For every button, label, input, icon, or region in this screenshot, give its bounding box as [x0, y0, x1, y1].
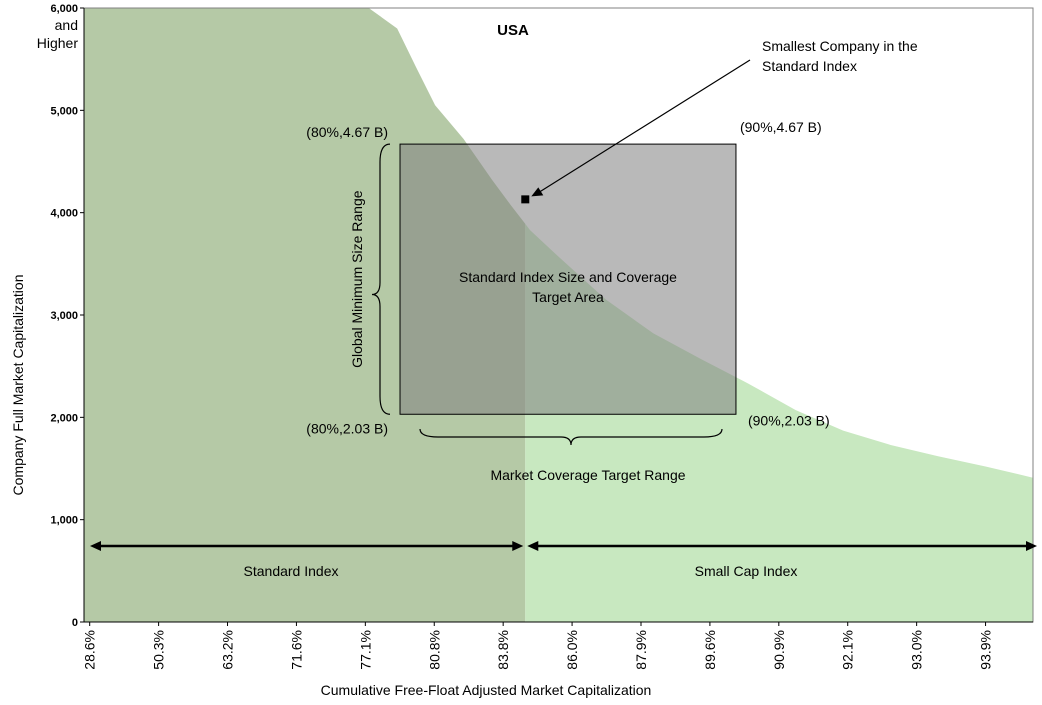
y-tick-label: 3,000: [50, 310, 78, 322]
chart-title: USA: [497, 22, 529, 39]
corner-label-top-right: (90%,4.67 B): [740, 119, 822, 135]
x-tick-label: 90.9%: [771, 630, 787, 670]
x-tick-label: 63.2%: [220, 630, 236, 670]
size-range-brace: [371, 143, 391, 415]
x-axis-title: Cumulative Free-Float Adjusted Market Ca…: [321, 682, 652, 698]
size-range-label: Global Minimum Size Range: [349, 190, 365, 368]
y-tick-label: 4,000: [50, 208, 78, 220]
target-area-label-line-1: Standard Index Size and Coverage: [459, 269, 677, 285]
corner-label-bottom-right: (90%,2.03 B): [748, 412, 830, 428]
y-top-label: Higher: [37, 35, 79, 51]
smallest-company-arrow: [536, 59, 751, 194]
smallest-company-arrowhead: [531, 187, 544, 197]
axes: [80, 7, 1034, 626]
x-tick-label: 83.8%: [495, 630, 511, 670]
y-axis-title: Company Full Market Capitalization: [10, 275, 26, 496]
chart-plot: [84, 8, 1033, 622]
small-cap-index-range-label: Small Cap Index: [695, 563, 798, 579]
y-tick-label: 1,000: [50, 515, 78, 527]
corner-label-bottom-left: (80%,2.03 B): [306, 420, 388, 436]
y-tick-label: 2,000: [50, 412, 78, 424]
x-tick-label: 28.6%: [82, 630, 98, 670]
x-tick-label: 71.6%: [288, 630, 304, 670]
standard-index-range-arrow-head-left: [90, 541, 101, 551]
y-top-label: 6,000: [50, 3, 78, 15]
small-cap-index-range-arrow-head-right: [1026, 541, 1037, 551]
corner-label-top-left: (80%,4.67 B): [306, 124, 388, 140]
x-tick-label: 93.0%: [909, 630, 925, 670]
x-axis-tick-labels: 28.6% 50.3% 63.2% 71.6% 77.1% 80.8% 83.8% 86.0%…: [82, 630, 994, 670]
small-cap-index-range-arrow-head-left: [527, 541, 539, 551]
x-tick-label: 80.8%: [426, 630, 442, 670]
small-cap-index-area: [525, 223, 1033, 622]
annotations: Standard Index Size and Coverage Target A…: [90, 38, 1037, 579]
coverage-range-brace: [419, 428, 723, 446]
x-tick-label: 92.1%: [840, 630, 856, 670]
y-axis-tick-labels: 0 1,000 2,000 3,000 4,000 5,000 6,000 and Higher: [37, 3, 79, 629]
x-tick-label: 93.9%: [978, 630, 994, 670]
smallest-company-label-line-1: Smallest Company in the: [762, 38, 918, 54]
standard-index-range-arrow-head-right: [512, 541, 524, 551]
y-top-label: and: [55, 17, 78, 33]
target-area-label-line-2: Target Area: [532, 289, 604, 305]
smallest-company-label-line-2: Standard Index: [762, 58, 857, 74]
target-area-box: [399, 143, 737, 415]
y-tick-label: 5,000: [50, 105, 78, 117]
coverage-range-label: Market Coverage Target Range: [490, 467, 685, 483]
x-tick-label: 87.9%: [633, 630, 649, 670]
x-tick-label: 77.1%: [357, 630, 373, 670]
x-tick-label: 89.6%: [702, 630, 718, 670]
x-tick-label: 50.3%: [151, 630, 167, 670]
x-tick-label: 86.0%: [564, 630, 580, 670]
smallest-company-marker: [521, 195, 530, 204]
standard-index-range-label: Standard Index: [244, 563, 339, 579]
y-tick-label: 0: [72, 617, 78, 629]
